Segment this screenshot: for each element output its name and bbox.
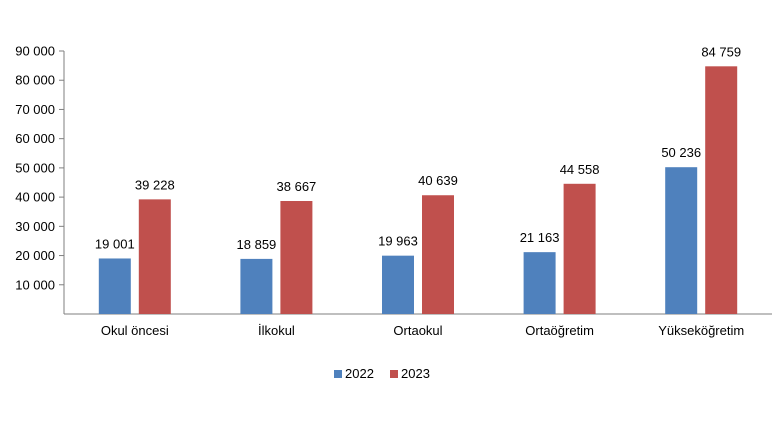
legend-label: 2022 — [345, 366, 374, 381]
legend-label: 2023 — [401, 366, 430, 381]
data-label: 21 163 — [520, 230, 560, 245]
bar-2023 — [138, 199, 171, 314]
bar-2023 — [705, 66, 738, 314]
bar-2023 — [280, 201, 313, 314]
bar-2023 — [563, 183, 596, 314]
data-labels-group: 19 001 39 228 18 859 38 667 19 963 40 639 21 1… — [95, 44, 741, 252]
data-label: 50 236 — [661, 145, 701, 160]
y-tick-label: 30 000 — [15, 219, 55, 234]
bar-2022 — [523, 252, 556, 314]
y-tick-label: 80 000 — [15, 73, 55, 88]
legend: 2022 2023 — [334, 366, 430, 381]
bar-2022 — [240, 258, 273, 314]
bar-2022 — [665, 167, 698, 314]
x-axis: Okul öncesi İlkokul Ortaokul Ortaöğretim Yük… — [64, 313, 772, 338]
bars-group — [98, 66, 738, 314]
legend-swatch-2022 — [334, 370, 342, 378]
data-label: 39 228 — [135, 177, 175, 192]
bar-2023 — [422, 195, 454, 314]
data-label: 18 859 — [237, 237, 277, 252]
data-label: 84 759 — [701, 44, 741, 59]
legend-swatch-2023 — [390, 370, 398, 378]
y-tick-label: 10 000 — [15, 277, 55, 292]
x-category-label: Ortaokul — [393, 323, 442, 338]
y-tick-label: 90 000 — [15, 44, 55, 59]
data-label: 38 667 — [277, 179, 317, 194]
x-category-label: Yükseköğretim — [658, 323, 744, 338]
data-label: 19 963 — [378, 234, 418, 249]
data-label: 44 558 — [560, 162, 600, 177]
data-label: 19 001 — [95, 236, 135, 251]
data-label: 40 639 — [418, 173, 458, 188]
x-category-label: Ortaöğretim — [525, 323, 594, 338]
bar-2022 — [98, 258, 131, 314]
x-category-label: İlkokul — [258, 323, 295, 338]
y-axis: 10 000 20 000 30 000 40 000 50 000 60 000 70 0… — [15, 44, 65, 314]
y-tick-label: 70 000 — [15, 102, 55, 117]
bar-2022 — [382, 255, 414, 314]
x-category-label: Okul öncesi — [101, 323, 169, 338]
y-tick-label: 20 000 — [15, 248, 55, 263]
y-tick-label: 40 000 — [15, 190, 55, 205]
y-tick-label: 60 000 — [15, 131, 55, 146]
y-tick-label: 50 000 — [15, 160, 55, 175]
